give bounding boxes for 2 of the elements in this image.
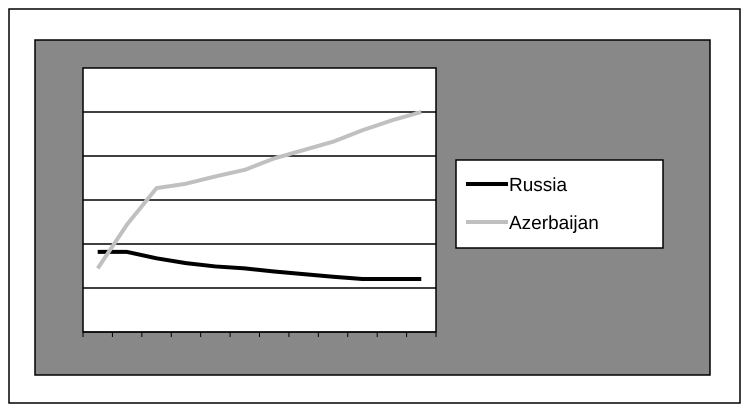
legend-label: Azerbaijan	[509, 213, 599, 234]
legend-label: Russia	[509, 175, 568, 196]
